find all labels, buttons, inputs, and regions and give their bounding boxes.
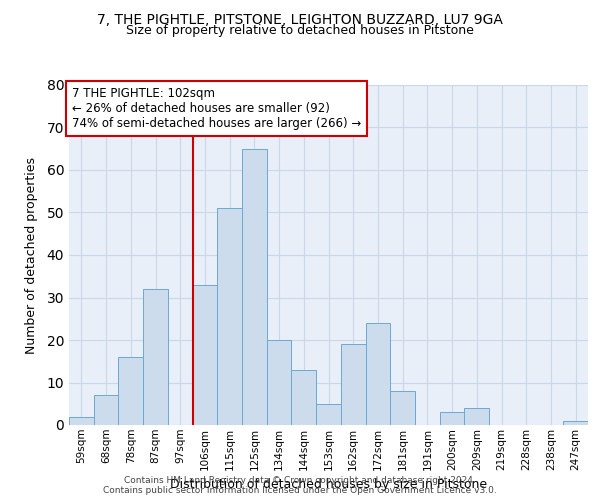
Bar (118, 357, 143, 425)
Bar (464, 408, 489, 425)
Bar (267, 340, 292, 425)
Text: Contains public sector information licensed under the Open Government Licence v3: Contains public sector information licen… (103, 486, 497, 495)
Bar (365, 323, 390, 425)
Text: Size of property relative to detached houses in Pitstone: Size of property relative to detached ho… (126, 24, 474, 37)
Text: Contains HM Land Registry data © Crown copyright and database right 2024.: Contains HM Land Registry data © Crown c… (124, 476, 476, 485)
Bar (563, 421, 588, 425)
Text: 7, THE PIGHTLE, PITSTONE, LEIGHTON BUZZARD, LU7 9GA: 7, THE PIGHTLE, PITSTONE, LEIGHTON BUZZA… (97, 12, 503, 26)
Bar (143, 289, 168, 425)
Bar (69, 416, 94, 425)
Bar (341, 344, 365, 425)
Text: 7 THE PIGHTLE: 102sqm
← 26% of detached houses are smaller (92)
74% of semi-deta: 7 THE PIGHTLE: 102sqm ← 26% of detached … (71, 86, 361, 130)
Bar (440, 412, 464, 425)
Y-axis label: Number of detached properties: Number of detached properties (25, 156, 38, 354)
Bar (390, 391, 415, 425)
Bar (193, 284, 217, 425)
Bar (217, 208, 242, 425)
X-axis label: Distribution of detached houses by size in Pitstone: Distribution of detached houses by size … (170, 478, 487, 491)
Bar (242, 148, 267, 425)
Bar (292, 370, 316, 425)
Bar (316, 404, 341, 425)
Bar (94, 395, 118, 425)
